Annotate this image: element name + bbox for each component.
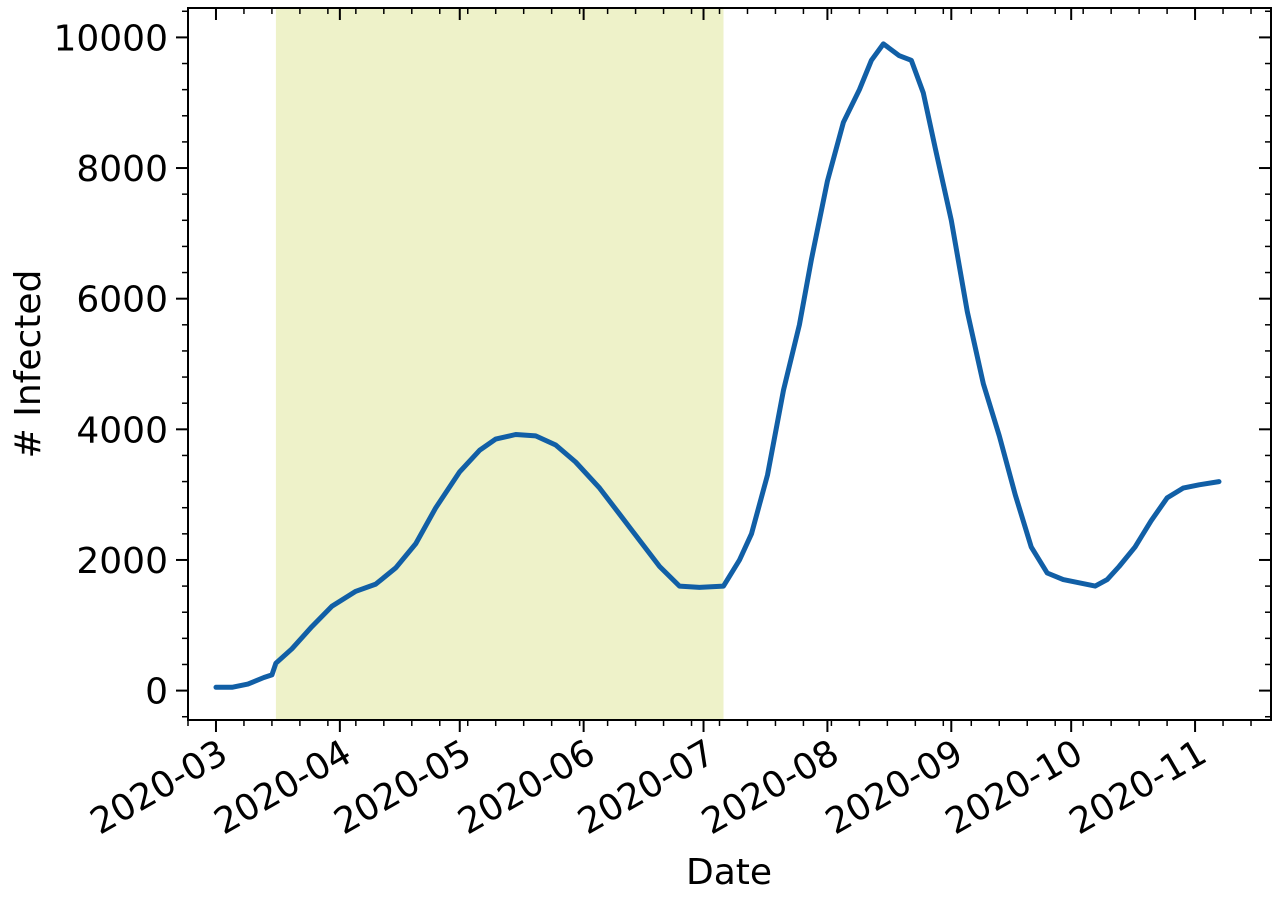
y-tick-label: 10000: [53, 18, 168, 59]
y-tick-label-layer: 0 2000 4000 6000 8000 10000: [53, 18, 168, 712]
x-axis-title: Date: [686, 852, 772, 893]
y-tick-label: 6000: [76, 280, 168, 321]
y-axis-title: # Infected: [8, 270, 49, 459]
highlight-span: [275, 8, 724, 720]
highlight-span-layer: [275, 8, 724, 720]
series-line-layer: [213, 41, 1222, 690]
y-tick-label: 2000: [76, 541, 168, 582]
y-tick-label: 4000: [76, 410, 168, 451]
plot-frame: [187, 7, 1272, 721]
y-tick-label: 8000: [76, 149, 168, 190]
series-line: [213, 41, 1222, 690]
y-tick-label: 0: [145, 672, 168, 713]
